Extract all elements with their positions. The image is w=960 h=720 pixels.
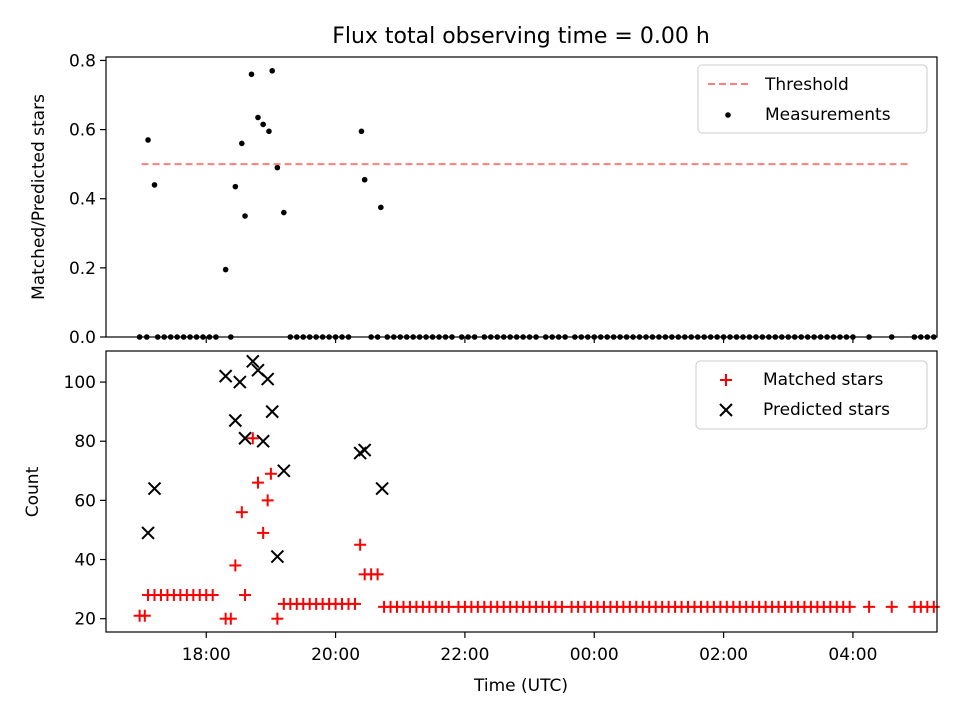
bottom-plot-frame: [105, 350, 938, 633]
matched-star-point: [239, 589, 252, 602]
measurement-point: [242, 213, 248, 219]
measurement-point: [269, 68, 276, 74]
panel-bottom: 20 40 60 80 100 18:00 20:00 22:00 00:00 02:00 04:…: [23, 350, 940, 696]
bottom-x-ticks: 18:00 20:00 22:00 00:00 02:00 04:00: [182, 632, 877, 665]
top-legend-box: [697, 64, 928, 134]
measurement-point: [239, 140, 245, 147]
top-y-tick-label: 0.0: [69, 328, 96, 348]
bottom-y-ticks: 20 40 60 80 100: [64, 373, 106, 630]
predicted-star-point: [141, 526, 155, 540]
predicted-star-point: [238, 431, 252, 445]
x-tick-label: 22:00: [440, 645, 489, 665]
bottom-series: [133, 354, 940, 625]
matched-star-point: [246, 432, 259, 445]
x-tick-label: 00:00: [570, 645, 619, 665]
top-legend: Threshold Measurements: [697, 64, 928, 134]
measurement-point: [260, 121, 266, 128]
top-y-tick-label: 0.8: [69, 51, 96, 71]
matched-star-point: [261, 494, 274, 507]
x-tick-label: 02:00: [699, 645, 748, 665]
chart-title: Flux total observing time = 0.00 h: [332, 24, 710, 49]
x-tick-label: 20:00: [311, 645, 360, 665]
matched-star-point: [863, 600, 876, 613]
predicted-star-point: [147, 481, 162, 496]
matched-star-point: [271, 612, 284, 625]
top-y-tick-label: 0.4: [69, 190, 96, 210]
matched-star-point: [257, 526, 270, 539]
matched-star-point: [885, 600, 898, 613]
predicted-star-point: [256, 434, 270, 448]
legend-matched-label: Matched stars: [763, 370, 883, 390]
legend-matched-swatch: [720, 374, 732, 386]
measurement-point: [255, 114, 261, 121]
x-tick-label: 04:00: [828, 645, 877, 665]
measurement-point: [248, 71, 255, 78]
matched-star-point: [138, 609, 151, 622]
bottom-y-tick-label: 20: [74, 610, 96, 630]
matched-star-point: [251, 476, 264, 489]
measurement-point: [274, 164, 281, 171]
measurement-point: [281, 209, 287, 216]
predicted-star-point: [277, 464, 291, 478]
predicted-star-point: [233, 375, 247, 389]
legend-predicted-label: Predicted stars: [763, 400, 890, 420]
panel-top: 0.00.20.40.60.8 Matched/Predicted stars …: [29, 51, 938, 348]
measurement-point: [222, 266, 229, 273]
top-y-tick-label: 0.2: [69, 259, 96, 279]
predicted-star-point: [265, 404, 279, 419]
matched-star-point: [843, 600, 856, 613]
x-tick-label: 18:00: [182, 645, 231, 665]
bottom-y-tick-label: 100: [64, 373, 96, 393]
matched-star-point: [348, 597, 361, 610]
bottom-y-tick-label: 40: [74, 551, 96, 571]
legend-measurements-swatch: [725, 112, 731, 118]
top-y-ticks: 0.0 0.2 0.4 0.6 0.8: [69, 51, 106, 348]
matched-star-point: [224, 612, 237, 625]
matched-star-point: [235, 506, 248, 519]
bottom-y-axis-label: Count: [23, 466, 43, 517]
measurement-point: [151, 182, 158, 188]
measurement-point: [232, 183, 239, 190]
predicted-star-point: [357, 443, 372, 457]
top-y-axis-label: Matched/Predicted stars: [29, 94, 49, 300]
predicted-star-point: [260, 372, 275, 386]
measurement-point: [266, 128, 272, 135]
measurement-point: [358, 128, 365, 135]
bottom-legend: Matched stars Predicted stars: [695, 360, 928, 430]
matched-star-point: [371, 568, 384, 581]
predicted-star-point: [228, 413, 243, 428]
matched-star-point: [354, 538, 367, 551]
matched-star-point: [229, 559, 242, 572]
legend-predicted-swatch: [719, 403, 733, 417]
measurement-point: [378, 204, 384, 211]
matched-star-point: [927, 600, 940, 613]
measurement-point: [145, 137, 151, 143]
legend-threshold-label: Threshold: [764, 75, 849, 95]
top-plot-frame: [105, 56, 938, 338]
predicted-star-point: [375, 481, 389, 496]
bottom-y-tick-label: 80: [74, 432, 96, 452]
matched-star-point: [206, 589, 219, 602]
top-y-tick-label: 0.6: [69, 121, 96, 141]
x-axis-label: Time (UTC): [473, 676, 568, 696]
predicted-star-point: [270, 549, 285, 564]
bottom-legend-box: [695, 360, 928, 430]
legend-measurements-label: Measurements: [765, 105, 891, 125]
bottom-y-tick-label: 60: [74, 491, 96, 511]
predicted-star-point: [246, 354, 260, 369]
matched-star-point: [264, 467, 277, 480]
measurement-point: [361, 176, 368, 183]
predicted-star-point: [218, 369, 233, 383]
